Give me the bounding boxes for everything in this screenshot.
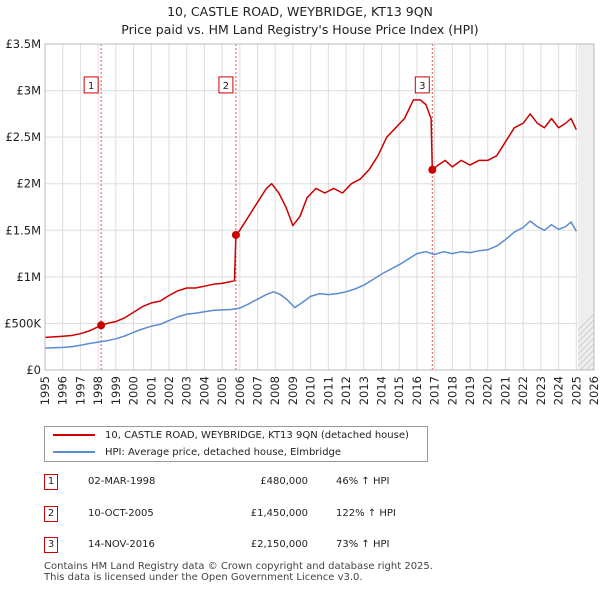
- transaction-price: £2,150,000: [250, 539, 308, 550]
- chart-subtitle: Price paid vs. HM Land Registry's House …: [121, 22, 478, 37]
- legend-label-property: 10, CASTLE ROAD, WEYBRIDGE, KT13 9QN (de…: [105, 430, 409, 441]
- transaction-row: 2 10-OCT-2005 £1,450,000 122% ↑ HPI: [44, 504, 444, 524]
- sale-point: [97, 321, 106, 330]
- grid: [44, 43, 595, 371]
- transaction-row: 3 14-NOV-2016 £2,150,000 73% ↑ HPI: [44, 535, 444, 555]
- x-tick-label: 2018: [445, 376, 459, 405]
- y-tick-label: £1.5M: [5, 223, 41, 237]
- transaction-number: 2: [44, 506, 58, 522]
- x-tick-label: 2019: [463, 376, 477, 405]
- y-tick-label: £500K: [4, 316, 41, 330]
- x-tick-label: 1998: [91, 376, 105, 405]
- sale-label-box: [218, 76, 234, 94]
- y-tick-label: £0: [26, 363, 41, 377]
- x-tick-label: 2017: [428, 376, 442, 405]
- footer-licence: This data is licensed under the Open Gov…: [44, 572, 363, 583]
- x-tick-label: 2008: [268, 376, 282, 405]
- legend-label-hpi: HPI: Average price, detached house, Elmb…: [105, 447, 342, 458]
- y-tick-label: £3.5M: [5, 37, 41, 51]
- x-tick-label: 2016: [410, 376, 424, 405]
- x-tick-label: 2000: [127, 376, 141, 405]
- y-tick-label: £2.5M: [5, 130, 41, 144]
- x-tick-label: 2023: [534, 376, 548, 405]
- price-paid-line: [44, 99, 577, 339]
- y-axis: £0 £500K £1M £1.5M £2M £2.5M £3M £3.5M: [4, 37, 41, 377]
- legend-item-hpi: HPI: Average price, detached house, Elmb…: [53, 445, 341, 461]
- transaction-number: 3: [44, 537, 58, 553]
- transaction-price: £480,000: [260, 476, 308, 487]
- transaction-price: £1,450,000: [250, 508, 308, 519]
- sale-point: [231, 230, 240, 239]
- transaction-date: 10-OCT-2005: [88, 508, 154, 519]
- chart-title: 10, CASTLE ROAD, WEYBRIDGE, KT13 9QN: [167, 4, 433, 19]
- sale-labels: 1 2 3: [83, 76, 430, 94]
- future-shade: [578, 44, 594, 370]
- x-tick-label: 2026: [587, 376, 600, 405]
- future-hatch-line: [578, 313, 594, 331]
- x-tick-label: 1999: [109, 376, 123, 405]
- x-tick-label: 2006: [233, 376, 247, 405]
- future-shade-rect: [578, 44, 594, 370]
- series-group: [44, 99, 577, 349]
- sale-points: [97, 165, 437, 330]
- footer: Contains HM Land Registry data © Crown c…: [44, 561, 433, 583]
- x-tick-label: 2022: [516, 376, 530, 405]
- sale-label-box: [83, 76, 99, 94]
- transaction-date: 02-MAR-1998: [88, 476, 156, 487]
- x-tick-label: 2009: [286, 376, 300, 405]
- plot-area: [45, 44, 594, 370]
- x-tick-label: 2014: [374, 376, 388, 405]
- x-tick-label: 1996: [56, 376, 70, 405]
- x-tick-label: 2021: [498, 376, 512, 405]
- x-tick-label: 2020: [481, 376, 495, 405]
- x-tick-label: 2025: [569, 376, 583, 405]
- sale-label: 2: [223, 81, 229, 92]
- transaction-hpi: 46% ↑ HPI: [336, 476, 390, 487]
- x-tick-label: 2002: [162, 376, 176, 405]
- x-tick-label: 2003: [180, 376, 194, 405]
- legend-swatch-hpi: [53, 451, 95, 453]
- x-tick-label: 2012: [339, 376, 353, 405]
- sale-label-box: [414, 76, 430, 94]
- legend-swatch-property: [53, 434, 95, 436]
- x-tick-label: 2007: [251, 376, 265, 405]
- x-tick-label: 2011: [321, 376, 335, 405]
- sale-point: [428, 165, 437, 174]
- footer-copyright: Contains HM Land Registry data © Crown c…: [44, 561, 433, 572]
- x-tick-label: 2001: [144, 376, 158, 405]
- sale-label: 1: [88, 81, 94, 92]
- legend-item-property: 10, CASTLE ROAD, WEYBRIDGE, KT13 9QN (de…: [53, 428, 409, 444]
- y-tick-label: £3M: [16, 84, 41, 98]
- x-tick-label: 2024: [552, 376, 566, 405]
- y-tick-label: £1M: [16, 270, 41, 284]
- transaction-hpi: 73% ↑ HPI: [336, 539, 390, 550]
- legend: 10, CASTLE ROAD, WEYBRIDGE, KT13 9QN (de…: [44, 426, 428, 462]
- x-tick-label: 2010: [304, 376, 318, 405]
- price-chart: 10, CASTLE ROAD, WEYBRIDGE, KT13 9QN Pri…: [4, 4, 600, 405]
- transaction-number: 1: [44, 474, 58, 490]
- x-tick-label: 2005: [215, 376, 229, 405]
- transaction-hpi: 122% ↑ HPI: [336, 508, 396, 519]
- transaction-row: 1 02-MAR-1998 £480,000 46% ↑ HPI: [44, 472, 444, 492]
- x-tick-label: 2004: [197, 376, 211, 405]
- y-tick-label: £2M: [16, 177, 41, 191]
- hpi-line: [44, 220, 577, 349]
- sale-label: 3: [419, 81, 425, 92]
- transaction-date: 14-NOV-2016: [88, 539, 155, 550]
- x-axis: 1995 1996 1997 1998 1999 2000 2001 2002 2003 2004…: [38, 376, 600, 405]
- x-tick-label: 1995: [38, 376, 52, 405]
- x-tick-label: 2013: [357, 376, 371, 405]
- plot-border: [44, 43, 595, 371]
- x-tick-label: 1997: [73, 376, 87, 405]
- x-tick-label: 2015: [392, 376, 406, 405]
